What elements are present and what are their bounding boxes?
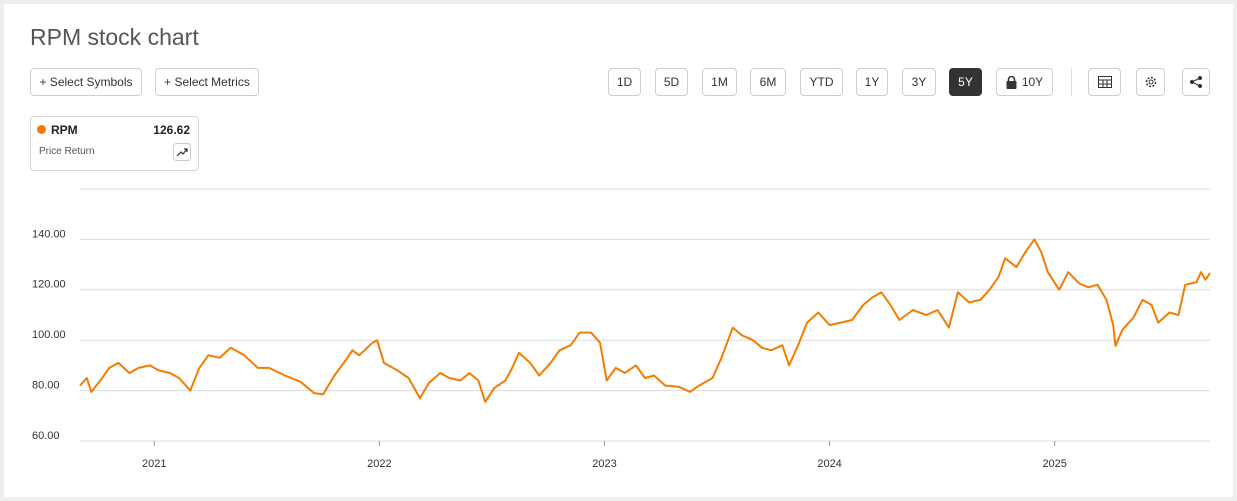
legend-metric: Price Return [39, 146, 95, 157]
button-label: 3Y [911, 75, 927, 89]
y-tick-label: 60.00 [32, 430, 60, 442]
period-button[interactable]: YTD [800, 68, 843, 96]
y-tick-label: 120.00 [32, 279, 66, 291]
legend-dot [37, 125, 46, 134]
period-button[interactable]: 10Y [996, 68, 1053, 96]
period-button[interactable]: 1Y [856, 68, 888, 96]
button-label: 10Y [1021, 75, 1044, 89]
x-tick-label: 2025 [1042, 458, 1066, 470]
button-label: + Select Symbols [39, 75, 133, 89]
button-label: + Select Metrics [164, 75, 250, 89]
select-button[interactable]: + Select Metrics [155, 68, 259, 96]
period-button[interactable]: 1M [702, 68, 737, 96]
trend-icon[interactable] [173, 143, 191, 161]
legend-card[interactable]: RPM 126.62 Price Return [30, 116, 199, 171]
button-label: 5D [663, 75, 680, 89]
table-button[interactable] [1088, 68, 1121, 96]
price-line [79, 238, 1211, 403]
button-label: YTD [809, 75, 834, 89]
lock-icon [1006, 75, 1017, 89]
y-tick-label: 100.00 [32, 329, 66, 341]
period-button[interactable]: 5D [655, 68, 688, 96]
share-button[interactable] [1182, 68, 1210, 96]
legend-value: 126.62 [153, 123, 190, 137]
period-button[interactable]: 6M [750, 68, 786, 96]
button-label: 1M [711, 75, 728, 89]
x-tick-label: 2021 [142, 458, 166, 470]
page-title: RPM stock chart [30, 24, 199, 50]
period-button[interactable]: 1D [608, 68, 641, 96]
y-tick-label: 140.00 [32, 228, 66, 240]
select-button[interactable]: + Select Symbols [30, 68, 142, 96]
button-label: 5Y [958, 75, 973, 89]
period-button[interactable]: 3Y [902, 68, 936, 96]
legend-name: RPM [51, 123, 78, 137]
x-tick-label: 2022 [367, 458, 391, 470]
button-label: 1Y [864, 75, 880, 89]
period-button[interactable]: 5Y [949, 68, 982, 96]
x-tick-label: 2023 [592, 458, 616, 470]
button-label: 1D [616, 75, 633, 89]
settings-button[interactable] [1136, 68, 1165, 96]
separator [1071, 68, 1072, 96]
x-tick-label: 2024 [817, 458, 841, 470]
button-label: 6M [759, 75, 777, 89]
y-tick-label: 80.00 [32, 380, 60, 392]
